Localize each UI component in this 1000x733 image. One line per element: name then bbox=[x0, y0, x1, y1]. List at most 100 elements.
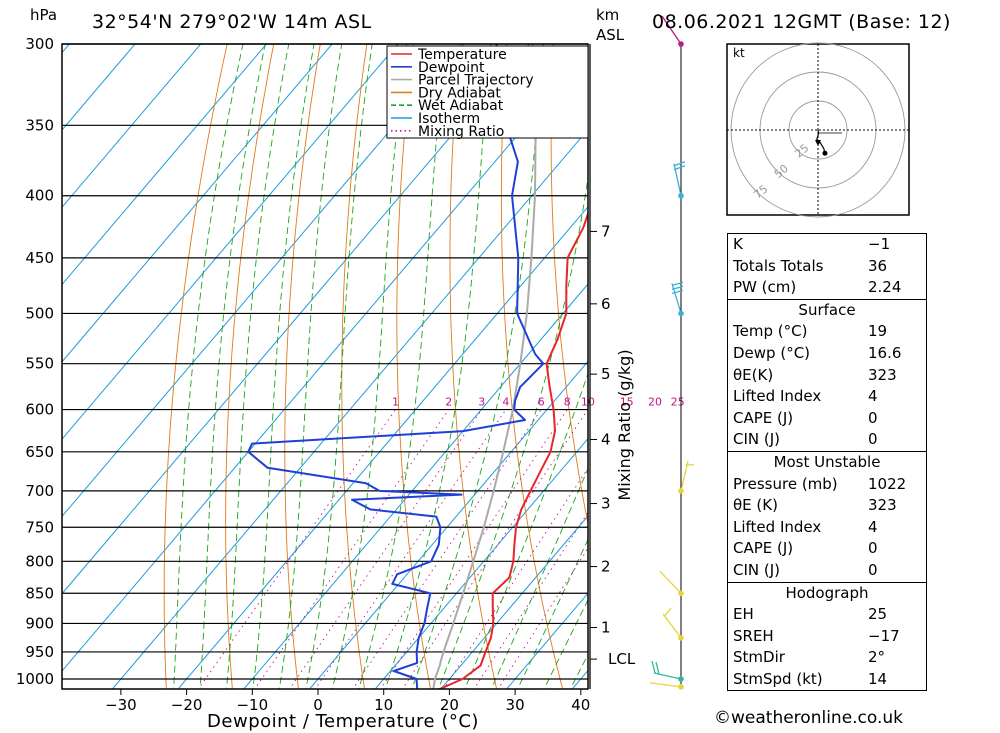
hodograph-stats-title: Hodograph bbox=[785, 583, 869, 602]
wet-adiabat-line bbox=[411, 44, 544, 689]
mixing-ratio-line bbox=[443, 467, 588, 689]
wet-adiabat-line bbox=[331, 44, 407, 689]
pressure-tick-label: 900 bbox=[25, 614, 54, 632]
legend-label: Dry Adiabat bbox=[418, 85, 501, 101]
surface-label: CIN (J) bbox=[733, 430, 781, 449]
wind-barb bbox=[664, 607, 672, 617]
isotherm-line bbox=[62, 44, 202, 209]
hodograph-stat-row: StmSpd (kt) 14 bbox=[728, 669, 926, 691]
mixing-ratio-axis-label: Mixing Ratio (g/kg) bbox=[615, 349, 634, 500]
storm-motion-marker bbox=[815, 140, 821, 146]
surface-row: θE(K) 323 bbox=[728, 365, 926, 387]
wet-adiabat-line bbox=[358, 44, 447, 689]
wind-barb-dot bbox=[678, 590, 684, 597]
km-tick-label: 3 bbox=[601, 495, 611, 513]
km-tick-label: 4 bbox=[601, 430, 611, 448]
dry-adiabat-line bbox=[163, 44, 228, 689]
wet-adiabat-line bbox=[252, 44, 315, 689]
mixing-ratio-line bbox=[497, 547, 588, 689]
copyright-footer[interactable]: ©weatheronline.co.uk bbox=[714, 708, 904, 728]
wind-barb bbox=[673, 165, 686, 171]
isotherm-line bbox=[243, 283, 588, 689]
legend-box bbox=[386, 45, 589, 139]
hpa-label: hPa bbox=[30, 6, 57, 24]
dry-adiabat-line bbox=[500, 44, 564, 689]
wind-barb bbox=[671, 289, 684, 295]
wind-barb bbox=[653, 672, 682, 680]
pressure-tick-label: 1000 bbox=[16, 670, 54, 688]
wind-barb-dot bbox=[678, 684, 684, 690]
hodograph-stat-row: EH 25 bbox=[728, 604, 926, 626]
dry-adiabat-line bbox=[449, 44, 498, 689]
x-tick-label: 20 bbox=[440, 696, 459, 714]
pressure-tick-label: 400 bbox=[25, 187, 54, 205]
most-unstable-value: 0 bbox=[868, 539, 878, 558]
mixing-ratio-label: 2 bbox=[445, 396, 452, 409]
stats-indices: K −1 Totals Totals 36 PW (cm) 2.24 bbox=[727, 233, 927, 300]
index-label: Totals Totals bbox=[733, 256, 824, 275]
wind-barb-dot bbox=[678, 676, 684, 682]
isotherm-line bbox=[62, 44, 333, 363]
surface-row: CIN (J) 0 bbox=[728, 429, 926, 451]
isotherm-line bbox=[177, 205, 588, 689]
pressure-tick-label: 950 bbox=[25, 643, 54, 661]
surface-value: 4 bbox=[868, 387, 878, 406]
surface-row: Lifted Index 4 bbox=[728, 386, 926, 408]
most-unstable-row: Pressure (mb) 1022 bbox=[728, 474, 926, 496]
mixing-ratio-line bbox=[352, 409, 542, 689]
wet-adiabat-line bbox=[437, 174, 588, 689]
most-unstable-label: θE (K) bbox=[733, 496, 778, 515]
dry-adiabat-line bbox=[550, 44, 588, 527]
temperature-profile bbox=[437, 210, 588, 689]
wet-adiabat-line bbox=[384, 44, 492, 689]
most-unstable-title: Most Unstable bbox=[773, 452, 881, 471]
index-row: K −1 bbox=[728, 234, 926, 256]
wind-barb-dot bbox=[678, 310, 684, 317]
wind-barb bbox=[673, 161, 686, 167]
wind-barb-dot bbox=[678, 41, 684, 47]
hodograph-unit-label: kt bbox=[733, 46, 745, 60]
hodograph-stat-row: StmDir 2° bbox=[728, 647, 926, 669]
x-tick-label: 40 bbox=[571, 696, 590, 714]
hodograph-end-point bbox=[822, 150, 828, 156]
mixing-ratio-label: 15 bbox=[620, 396, 634, 409]
index-value: 36 bbox=[868, 256, 888, 275]
mixing-ratio-label: 20 bbox=[648, 396, 662, 409]
km-label: km bbox=[596, 6, 619, 24]
datetime-title: 08.06.2021 12GMT (Base: 12) bbox=[652, 11, 951, 33]
wind-barb bbox=[680, 460, 689, 492]
pressure-tick-label: 600 bbox=[25, 401, 54, 419]
pressure-tick-label: 650 bbox=[25, 443, 54, 461]
wet-adiabat-line bbox=[199, 44, 266, 689]
most-unstable-label: Lifted Index bbox=[733, 517, 822, 536]
mixing-ratio-label: 6 bbox=[538, 396, 545, 409]
hodograph-stat-value: −17 bbox=[868, 626, 900, 645]
km-tick-label: 7 bbox=[601, 222, 611, 240]
surface-row: Dewp (°C) 16.6 bbox=[728, 343, 926, 365]
km-tick-label: LCL bbox=[608, 650, 636, 668]
surface-label: Temp (°C) bbox=[733, 322, 808, 341]
index-value: 2.24 bbox=[868, 278, 902, 297]
most-unstable-label: CAPE (J) bbox=[733, 539, 794, 558]
x-tick-label: 10 bbox=[374, 696, 393, 714]
index-row: PW (cm) 2.24 bbox=[728, 277, 926, 299]
pressure-tick-label: 750 bbox=[25, 518, 54, 536]
hodograph-stat-label: StmSpd (kt) bbox=[733, 669, 823, 688]
wet-adiabat-line bbox=[278, 44, 343, 689]
mixing-ratio-line bbox=[314, 409, 507, 689]
stats-most-unstable: Most Unstable Pressure (mb) 1022 θE (K) 323… bbox=[727, 451, 927, 583]
x-tick-label: −20 bbox=[171, 696, 203, 714]
x-axis-label: Dewpoint / Temperature (°C) bbox=[207, 711, 479, 732]
wind-barb bbox=[671, 281, 684, 287]
wind-barb bbox=[662, 613, 682, 639]
surface-label: Lifted Index bbox=[733, 387, 822, 406]
index-label: PW (cm) bbox=[733, 278, 797, 297]
location-title: 32°54'N 279°02'W 14m ASL bbox=[92, 11, 372, 33]
pressure-tick-label: 700 bbox=[25, 482, 54, 500]
mixing-ratio-label: 4 bbox=[502, 396, 509, 409]
most-unstable-label: Pressure (mb) bbox=[733, 474, 838, 493]
wind-barb bbox=[651, 660, 656, 674]
wet-adiabat-line bbox=[173, 44, 244, 689]
wind-barb-dot bbox=[678, 635, 684, 641]
